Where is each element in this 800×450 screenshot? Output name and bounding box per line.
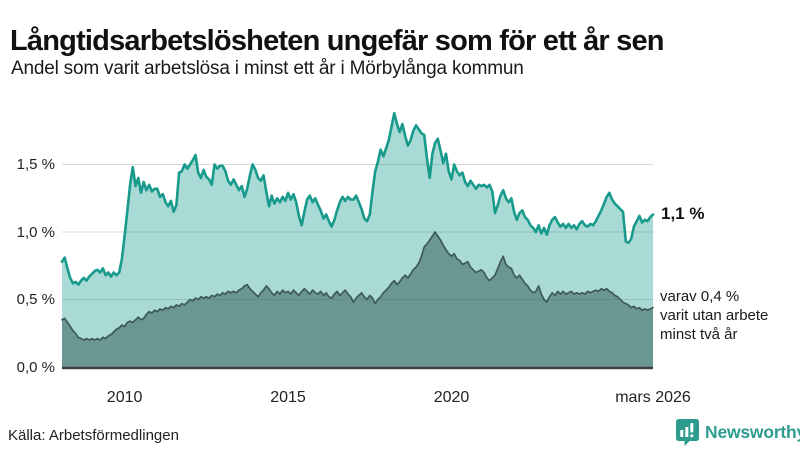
two-year-annotation-line1: varav 0,4 % [660, 288, 740, 305]
newsworthy-brand: Newsworthy [676, 419, 800, 446]
series-end-value-label: 1,1 % [661, 204, 705, 223]
two-year-annotation: varav 0,4 % varit utan arbete minst två … [660, 287, 768, 344]
x-tick-2020: 2020 [433, 389, 470, 406]
y-tick-1-5: 1,5 % [16, 156, 55, 173]
two-year-annotation-line2: varit utan arbete [660, 307, 769, 324]
page-title: Långtidsarbetslösheten ungefär som för e… [10, 25, 665, 58]
source-note: Källa: Arbetsförmedlingen [8, 427, 179, 444]
series-1-area [62, 232, 653, 369]
series-0-line [60, 111, 655, 286]
x-tick-2010: 2010 [106, 389, 143, 406]
y-tick-1-0: 1,0 % [16, 223, 55, 241]
chart-subtitle: Andel som varit arbetslösa i minst ett å… [11, 58, 524, 79]
two-year-annotation-line3: minst två år [660, 326, 738, 343]
y-tick-0-0: 0,0 % [16, 359, 55, 376]
x-tick-mars-2026: mars 2026 [615, 389, 691, 406]
newsworthy-logo-icon [676, 419, 699, 446]
series-1-line [61, 231, 654, 341]
x-tick-2015: 2015 [270, 389, 306, 406]
y-tick-0-5: 0,5 % [16, 291, 55, 308]
newsworthy-wordmark: Newsworthy [705, 422, 800, 442]
